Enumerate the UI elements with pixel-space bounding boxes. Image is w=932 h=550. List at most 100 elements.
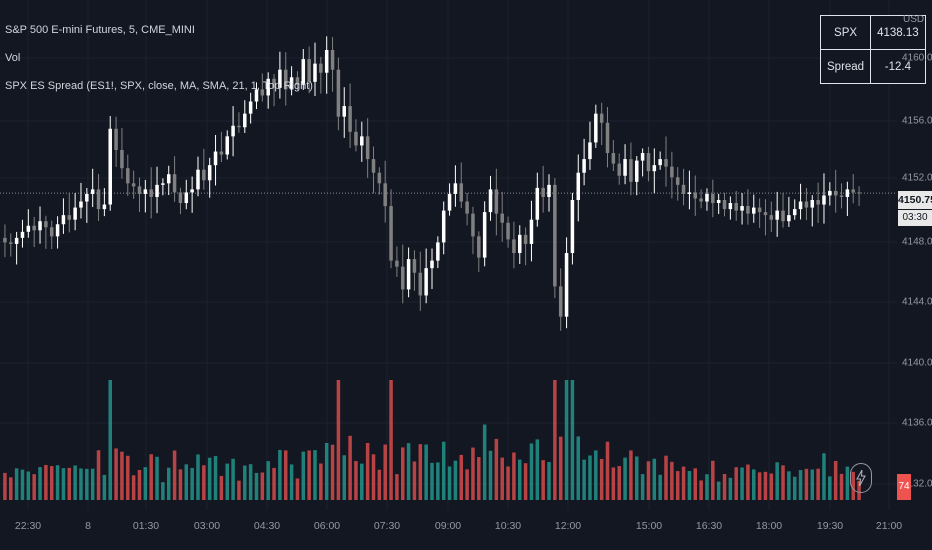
candle-body — [307, 59, 311, 82]
volume-bar — [266, 461, 270, 500]
candle-body — [553, 184, 557, 287]
volume-bar — [9, 477, 13, 500]
volume-bar — [96, 450, 101, 500]
candle-body — [79, 201, 83, 208]
candle-body — [237, 125, 241, 128]
candle-body — [769, 215, 774, 220]
candle-body — [699, 198, 703, 202]
volume-bar — [722, 474, 727, 500]
candle-body — [623, 159, 627, 176]
candle-body — [664, 159, 668, 167]
time-tick: 15:00 — [635, 520, 663, 532]
volume-bar — [541, 460, 545, 500]
volume-bar — [289, 464, 294, 500]
candle-body — [155, 184, 159, 197]
candle-body — [67, 215, 72, 220]
volume-bar — [184, 464, 189, 500]
candle-body — [49, 227, 54, 237]
volume-bar — [512, 452, 516, 500]
candle-body — [330, 50, 335, 70]
candle-body — [617, 163, 621, 176]
volume-bar — [202, 465, 206, 500]
volume-bar — [734, 467, 738, 500]
candle-body — [319, 63, 323, 73]
currency-label: USD — [903, 14, 925, 25]
volume-bar — [441, 441, 446, 500]
volume-bar — [55, 465, 60, 500]
candle-body — [114, 128, 118, 150]
volume-bar — [506, 466, 510, 500]
price-chart[interactable] — [0, 0, 897, 510]
candle-body — [728, 203, 733, 210]
candle-body — [529, 219, 534, 244]
candle-body — [61, 215, 66, 225]
volume-bar — [436, 462, 440, 500]
candle-body — [711, 193, 715, 204]
volume-bar — [348, 435, 352, 500]
price-tick: 4160.00 — [902, 52, 932, 64]
volume-bar — [67, 467, 72, 500]
symbol-legend[interactable]: S&P 500 E-mini Futures, 5, CME_MINI — [5, 24, 195, 36]
candle-body — [336, 69, 341, 117]
indicator-legend[interactable]: SPX ES Spread (ES1!, SPX, close, MA, SMA… — [5, 80, 313, 92]
volume-bar — [324, 443, 329, 500]
candle-body — [833, 190, 838, 196]
volume-bar — [523, 463, 528, 500]
candle-body — [547, 184, 551, 197]
candle-body — [44, 221, 48, 228]
candle-body — [395, 260, 399, 267]
volume-bar — [664, 455, 668, 500]
candle-body — [126, 168, 130, 184]
volume-bar — [547, 462, 551, 500]
volume-bar — [845, 466, 850, 500]
table-value-spread: -12.4 — [870, 49, 926, 84]
candle-body — [804, 201, 809, 208]
candle-body — [681, 184, 686, 194]
volume-bar — [763, 471, 768, 500]
candle-body — [289, 77, 294, 90]
volume-bar — [79, 468, 83, 500]
candle-body — [740, 206, 744, 211]
volume-bar — [617, 466, 621, 500]
candle-body — [611, 153, 616, 164]
candle-body — [588, 142, 592, 160]
time-tick: 19:30 — [816, 520, 844, 532]
candle-body — [184, 192, 189, 204]
candle-body — [851, 189, 855, 193]
replay-button[interactable] — [850, 463, 872, 493]
volume-value-badge: 74 — [897, 474, 911, 500]
volume-bar — [459, 454, 464, 500]
candle-body — [506, 222, 510, 240]
candle-body — [605, 122, 610, 154]
candle-body — [108, 128, 112, 205]
candle-body — [365, 136, 370, 160]
candle-body — [518, 234, 522, 254]
candle-body — [570, 200, 575, 254]
volume-bar — [418, 444, 423, 500]
volume-bar — [313, 450, 317, 500]
volume-bar — [494, 438, 499, 500]
candle-body — [418, 272, 423, 296]
price-tick: 4156.00 — [902, 115, 932, 127]
volume-legend[interactable]: Vol — [5, 52, 21, 64]
candle-body — [9, 242, 13, 244]
candle-body — [254, 89, 259, 102]
candle-body — [500, 213, 504, 223]
candle-body — [453, 183, 458, 194]
volume-bar — [629, 450, 633, 500]
volume-bar — [623, 457, 627, 500]
candle-body — [640, 153, 645, 161]
volume-bar — [108, 380, 112, 500]
volume-bar — [535, 439, 540, 500]
candle-body — [816, 200, 820, 205]
volume-bar — [342, 455, 346, 500]
candle-body — [822, 195, 826, 205]
volume-bar — [213, 456, 218, 500]
candle-body — [675, 177, 680, 185]
candle-body — [283, 69, 288, 90]
volume-bar — [330, 444, 335, 500]
volume-bar — [646, 461, 651, 500]
volume-bar — [38, 467, 42, 500]
candle-body — [576, 172, 581, 200]
volume-bar — [389, 380, 393, 500]
